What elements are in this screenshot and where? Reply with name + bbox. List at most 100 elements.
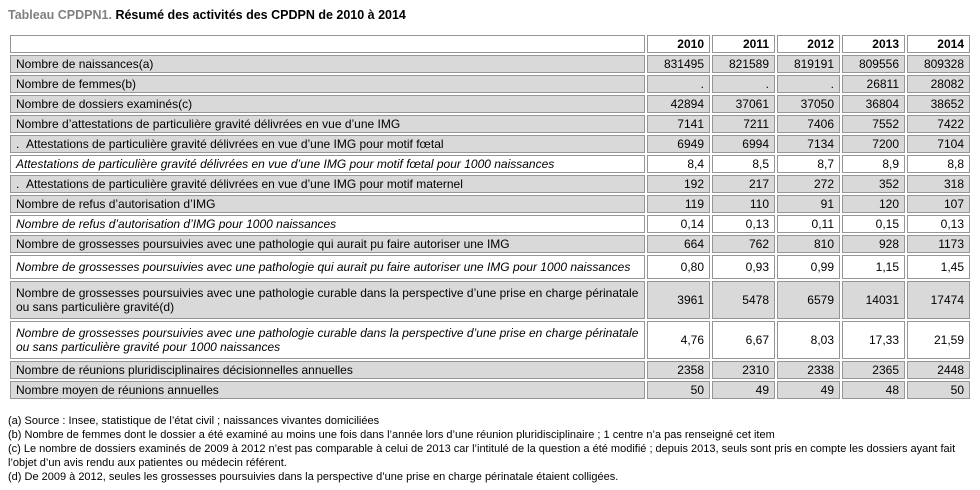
cell-value: 0,93	[712, 255, 775, 279]
cell-value: 217	[712, 175, 775, 193]
year-header: 2013	[842, 35, 905, 53]
row-label: Nombre de femmes(b)	[10, 75, 645, 93]
row-label: Nombre d’attestations de particulière gr…	[10, 115, 645, 133]
cell-value: 0,15	[842, 215, 905, 233]
cell-value: 119	[647, 195, 710, 213]
table-title-text: Résumé des activités des CPDPN de 2010 à…	[115, 8, 406, 22]
activities-table: 2010 2011 2012 2013 2014 Nombre de naissance…	[8, 33, 972, 401]
table-row: . Attestations de particulière gravité d…	[10, 135, 970, 153]
table-row: Nombre de naissances(a) 831495 821589 81919…	[10, 55, 970, 73]
year-header: 2012	[777, 35, 840, 53]
row-label: Attestations de particulière gravité dél…	[10, 155, 645, 173]
cell-value: 26811	[842, 75, 905, 93]
table-row: Nombre de réunions pluridisciplinaires d…	[10, 361, 970, 379]
cell-value: 6994	[712, 135, 775, 153]
cell-value: 831495	[647, 55, 710, 73]
cell-value: 0,14	[647, 215, 710, 233]
cell-value: 7141	[647, 115, 710, 133]
cell-value: 8,8	[907, 155, 970, 173]
cell-value: 8,5	[712, 155, 775, 173]
cell-value: 50	[647, 381, 710, 399]
cell-value: .	[647, 75, 710, 93]
table-row: Nombre d’attestations de particulière gr…	[10, 115, 970, 133]
cell-value: 6,67	[712, 321, 775, 359]
row-label: Nombre de grossesses poursuivies avec un…	[10, 255, 645, 279]
cell-value: 14031	[842, 281, 905, 319]
table-title-prefix: Tableau CPDPN1.	[8, 8, 112, 22]
cell-value: 21,59	[907, 321, 970, 359]
cell-value: 50	[907, 381, 970, 399]
table-row: Nombre de refus d’autorisation d’IMG 119 1…	[10, 195, 970, 213]
cell-value: 17,33	[842, 321, 905, 359]
cell-value: .	[712, 75, 775, 93]
footnote: (b) Nombre de femmes dont le dossier a é…	[8, 429, 775, 441]
cell-value: 91	[777, 195, 840, 213]
row-label: Nombre de dossiers examinés(c)	[10, 95, 645, 113]
table-row: Nombre de grossesses poursuivies avec un…	[10, 321, 970, 359]
cell-value: 8,03	[777, 321, 840, 359]
cell-value: 6949	[647, 135, 710, 153]
table-row: Nombre de refus d’autorisation d’IMG pou…	[10, 215, 970, 233]
year-header: 2010	[647, 35, 710, 53]
cell-value: 809556	[842, 55, 905, 73]
cell-value: 821589	[712, 55, 775, 73]
row-label: . Attestations de particulière gravité d…	[10, 135, 645, 153]
cell-value: 110	[712, 195, 775, 213]
cell-value: 7134	[777, 135, 840, 153]
cell-value: 762	[712, 235, 775, 253]
cell-value: 1,45	[907, 255, 970, 279]
cell-value: 4,76	[647, 321, 710, 359]
cell-value: 7211	[712, 115, 775, 133]
cell-value: 5478	[712, 281, 775, 319]
cell-value: 7422	[907, 115, 970, 133]
corner-cell	[10, 35, 645, 53]
cell-value: 48	[842, 381, 905, 399]
row-label: Nombre de grossesses poursuivies avec un…	[10, 281, 645, 319]
row-label: Nombre de refus d’autorisation d’IMG pou…	[10, 215, 645, 233]
cell-value: 38652	[907, 95, 970, 113]
cell-value: 664	[647, 235, 710, 253]
cell-value: 49	[777, 381, 840, 399]
cell-value: 318	[907, 175, 970, 193]
table-row: Nombre de femmes(b)... 26811 28082	[10, 75, 970, 93]
cell-value: 0,80	[647, 255, 710, 279]
cell-value: 1,15	[842, 255, 905, 279]
row-label: Nombre de réunions pluridisciplinaires d…	[10, 361, 645, 379]
year-header: 2011	[712, 35, 775, 53]
cell-value: 0,99	[777, 255, 840, 279]
cell-value: 1173	[907, 235, 970, 253]
cell-value: 42894	[647, 95, 710, 113]
table-row: Nombre de grossesses poursuivies avec un…	[10, 235, 970, 253]
year-header: 2014	[907, 35, 970, 53]
cell-value: 7104	[907, 135, 970, 153]
cell-value: 49	[712, 381, 775, 399]
cell-value: 2358	[647, 361, 710, 379]
row-label: Nombre de refus d’autorisation d’IMG	[10, 195, 645, 213]
cell-value: 107	[907, 195, 970, 213]
cell-value: 2448	[907, 361, 970, 379]
row-label: Nombre de naissances(a)	[10, 55, 645, 73]
table-row: Nombre de grossesses poursuivies avec un…	[10, 281, 970, 319]
footnote: (d) De 2009 à 2012, seules les grossesse…	[8, 471, 619, 483]
footnotes: (a) Source : Insee, statistique de l’éta…	[8, 414, 972, 484]
table-row: Attestations de particulière gravité dél…	[10, 155, 970, 173]
cell-value: 120	[842, 195, 905, 213]
cell-value: 28082	[907, 75, 970, 93]
cell-value: 37050	[777, 95, 840, 113]
row-label: Nombre moyen de réunions annuelles	[10, 381, 645, 399]
row-label: . Attestations de particulière gravité d…	[10, 175, 645, 193]
cell-value: 810	[777, 235, 840, 253]
table-header-row: 2010 2011 2012 2013 2014	[10, 35, 970, 53]
cell-value: 0,13	[712, 215, 775, 233]
table-row: . Attestations de particulière gravité d…	[10, 175, 970, 193]
cell-value: 0,11	[777, 215, 840, 233]
cell-value: 37061	[712, 95, 775, 113]
footnote: (a) Source : Insee, statistique de l’éta…	[8, 415, 380, 427]
cell-value: 2338	[777, 361, 840, 379]
row-label: Nombre de grossesses poursuivies avec un…	[10, 321, 645, 359]
cell-value: 8,7	[777, 155, 840, 173]
table-row: Nombre moyen de réunions annuelles 50 49 49…	[10, 381, 970, 399]
footnote: (c) Le nombre de dossiers examinés de 20…	[8, 443, 956, 469]
table-title: Tableau CPDPN1. Résumé des activités des…	[8, 8, 972, 22]
